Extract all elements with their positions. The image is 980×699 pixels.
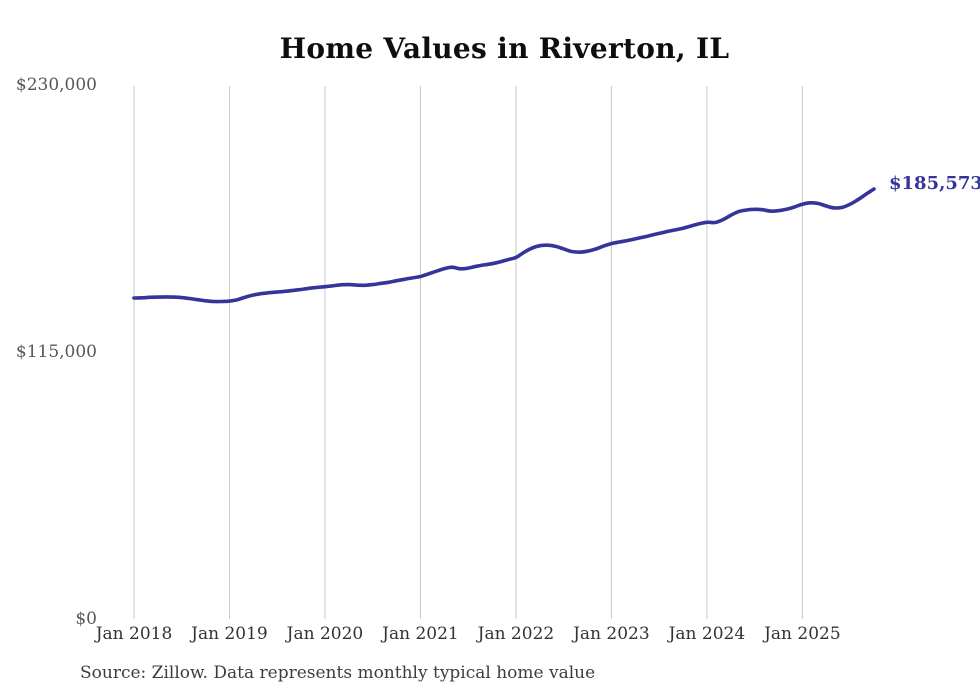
x-axis-tick-label: Jan 2023 — [573, 624, 650, 644]
latest-value-label: $185,573 — [889, 172, 980, 194]
x-axis-tick-label: Jan 2025 — [764, 624, 841, 644]
x-axis-tick-label: Jan 2020 — [286, 624, 364, 644]
source-note: Source: Zillow. Data represents monthly … — [80, 663, 596, 683]
y-axis-tick-label-0: $0 — [75, 609, 97, 629]
x-axis-tick-label: Jan 2018 — [95, 624, 173, 644]
x-axis-tick-label: Jan 2024 — [668, 624, 746, 644]
y-axis-tick-label-115k: $115,000 — [15, 342, 97, 362]
x-axis-tick-label: Jan 2021 — [382, 624, 459, 644]
x-axis-tick-label: Jan 2022 — [477, 624, 555, 644]
home-value-line — [132, 187, 876, 304]
chart-title: Home Values in Riverton, IL — [279, 32, 730, 65]
x-axis-tick-label: Jan 2019 — [191, 624, 268, 644]
y-axis-tick-label-230k: $230,000 — [15, 75, 97, 95]
